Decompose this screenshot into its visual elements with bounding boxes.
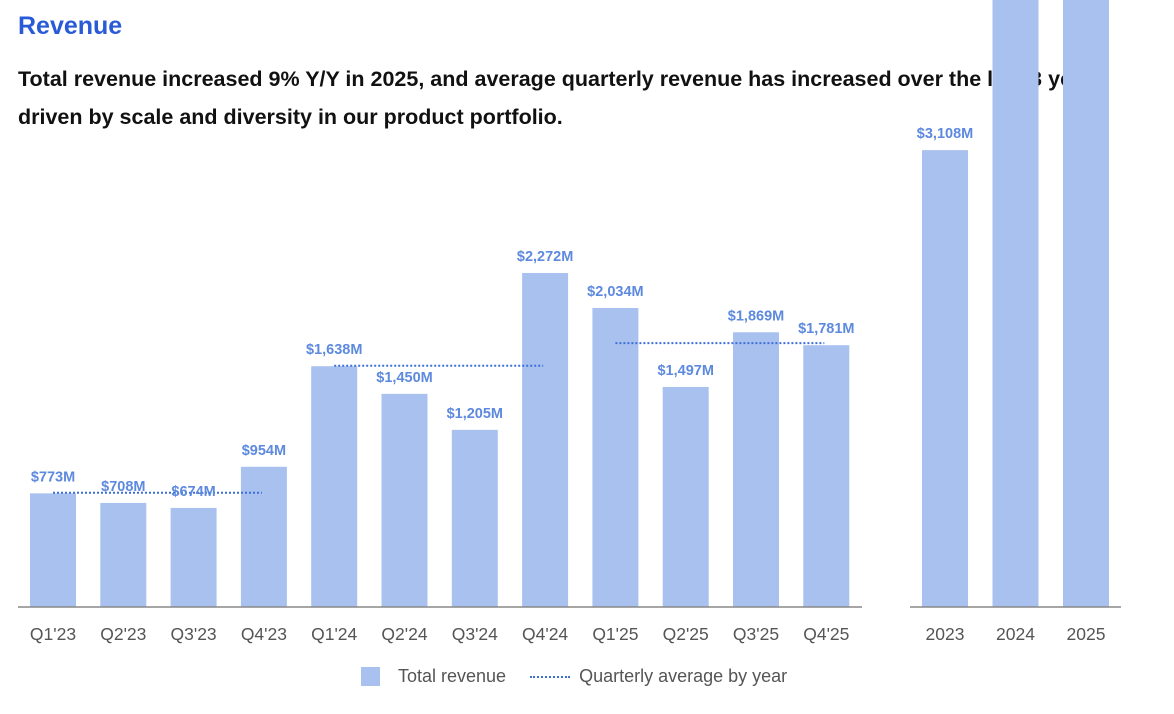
annual-tick-label-2024: 2024	[996, 624, 1035, 644]
quarter-bar-q4-24	[522, 273, 569, 607]
section-title: Revenue	[18, 12, 123, 40]
quarterly-value-labels: $773M $708M $674M $954M $1,638M $1,450M $1,205…	[31, 249, 855, 500]
quarter-value-label-q1-23: $773M	[31, 469, 75, 485]
legend-swatch-total-revenue	[361, 667, 380, 686]
quarter-tick-label-q1-25: Q1'25	[592, 624, 638, 644]
quarter-tick-label-q3-23: Q3'23	[171, 624, 217, 644]
quarter-value-label-q3-24: $1,205M	[447, 406, 503, 422]
quarter-value-label-q2-25: $1,497M	[657, 363, 713, 379]
quarter-bar-q3-24	[451, 429, 498, 607]
quarter-tick-label-q2-25: Q2'25	[663, 624, 709, 644]
quarter-tick-label-q4-23: Q4'23	[241, 624, 287, 644]
quarterly-bars	[30, 273, 850, 607]
quarter-bar-q1-25	[592, 308, 639, 607]
quarter-tick-label-q1-23: Q1'23	[30, 624, 76, 644]
quarter-tick-label-q3-24: Q3'24	[452, 624, 498, 644]
quarter-value-label-q2-24: $1,450M	[376, 370, 432, 386]
quarter-tick-label-q2-23: Q2'23	[100, 624, 146, 644]
quarter-tick-label-q1-24: Q1'24	[311, 624, 357, 644]
quarter-value-label-q1-25: $2,034M	[587, 284, 643, 300]
legend-line-quarterly-average	[530, 675, 571, 678]
annual-bar-2025	[1063, 0, 1109, 608]
quarter-value-label-q3-25: $1,869M	[728, 308, 784, 324]
legend-label-quarterly-average: Quarterly average by year	[579, 666, 788, 686]
chart-legend: Total revenue Quarterly average by year	[361, 666, 787, 687]
chart-subtitle: Total revenue increased 9% Y/Y in 2025, …	[18, 67, 1105, 129]
quarter-bar-q2-25	[662, 386, 709, 607]
quarter-tick-label-q4-25: Q4'25	[803, 624, 849, 644]
annual-bar-2024	[992, 0, 1039, 607]
quarter-tick-label-q2-24: Q2'24	[381, 624, 427, 644]
annual-tick-label-2025: 2025	[1067, 624, 1106, 644]
quarter-bar-q4-25	[803, 345, 850, 607]
quarter-value-label-q3-23: $674M	[171, 484, 215, 500]
annual-bar-2023	[922, 150, 968, 607]
quarter-bar-q2-23	[100, 502, 147, 607]
quarter-bar-q1-23	[30, 493, 76, 607]
quarter-bar-q1-24	[311, 366, 358, 607]
quarter-value-label-q4-24: $2,272M	[517, 249, 573, 265]
legend-label-total-revenue: Total revenue	[398, 666, 507, 686]
quarter-bar-q2-24	[381, 393, 428, 607]
annual-value-labels: $3,108M$6,564M$7,181M	[917, 126, 973, 142]
quarter-tick-label-q4-24: Q4'24	[522, 624, 568, 644]
quarterly-average-lines	[53, 342, 825, 494]
quarter-bar-q3-23	[170, 507, 217, 607]
quarter-value-label-q4-23: $954M	[242, 443, 286, 459]
annual-value-label-2023: $3,108M	[917, 126, 973, 142]
annual-tick-labels: 2023 2024 2025	[926, 624, 1106, 644]
annual-bars	[922, 0, 1109, 608]
quarter-tick-label-q3-25: Q3'25	[733, 624, 779, 644]
annual-tick-label-2023: 2023	[926, 624, 965, 644]
quarter-bar-q4-23	[240, 466, 287, 607]
quarter-value-label-q1-24: $1,638M	[306, 342, 362, 358]
quarter-bar-q3-25	[733, 332, 779, 607]
quarterly-tick-labels: Q1'23 Q2'23 Q3'23 Q4'23 Q1'24 Q2'24 Q3'24 Q4'24…	[30, 624, 849, 644]
quarter-value-label-q4-25: $1,781M	[798, 321, 854, 337]
quarter-value-label-q2-23: $708M	[101, 479, 145, 495]
